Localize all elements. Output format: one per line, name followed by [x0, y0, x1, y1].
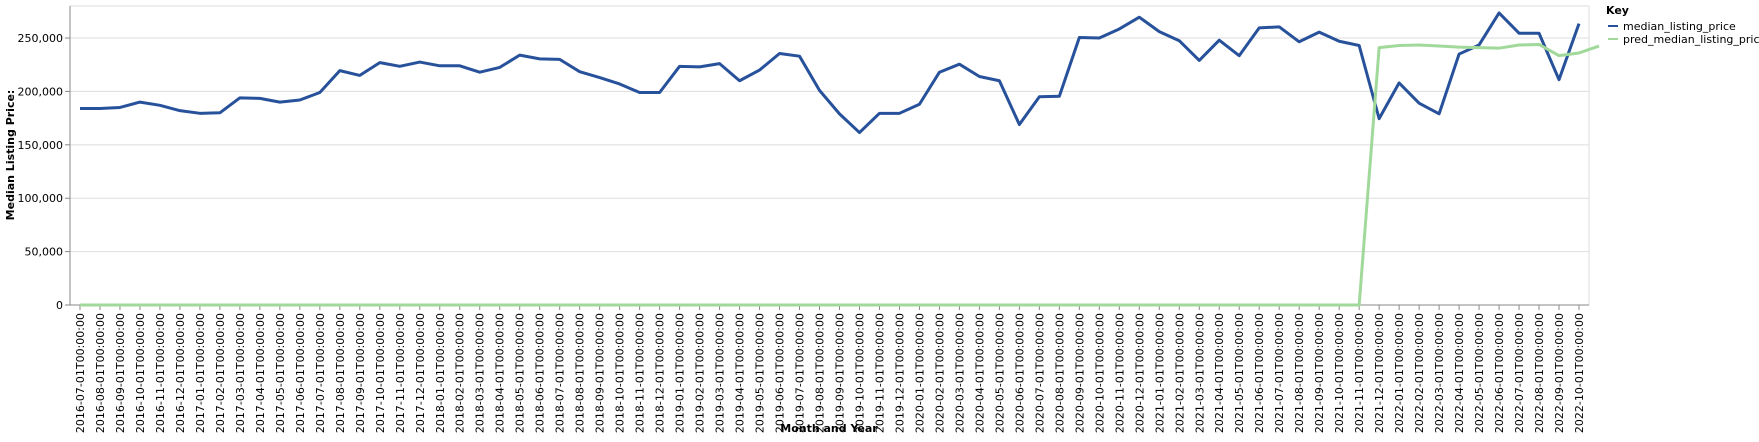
x-tick-label: 2021-03-01T00:00:00 — [1193, 313, 1206, 433]
x-tick-label: 2019-05-01T00:00:00 — [754, 313, 767, 433]
x-tick-label: 2018-12-01T00:00:00 — [654, 313, 667, 433]
x-tick-label: 2022-07-01T00:00:00 — [1513, 313, 1526, 433]
x-tick-label: 2018-08-01T00:00:00 — [574, 313, 587, 433]
x-tick-label: 2022-06-01T00:00:00 — [1493, 313, 1506, 433]
x-tick-label: 2016-09-01T00:00:00 — [114, 313, 127, 433]
x-tick-label: 2021-04-01T00:00:00 — [1213, 313, 1226, 433]
x-tick-label: 2017-04-01T00:00:00 — [254, 313, 267, 433]
x-tick-label: 2018-09-01T00:00:00 — [594, 313, 607, 433]
x-tick-label: 2019-09-01T00:00:00 — [833, 313, 846, 433]
x-tick-label: 2019-10-01T00:00:00 — [853, 313, 866, 433]
x-tick-label: 2021-11-01T00:00:00 — [1353, 313, 1366, 433]
x-tick-label: 2022-09-01T00:00:00 — [1553, 313, 1566, 433]
x-tick-label: 2018-02-01T00:00:00 — [454, 313, 467, 433]
x-tick-label: 2017-03-01T00:00:00 — [234, 313, 247, 433]
x-tick-label: 2021-01-01T00:00:00 — [1153, 313, 1166, 433]
x-tick-label: 2017-09-01T00:00:00 — [354, 313, 367, 433]
y-tick-label: 250,000 — [18, 32, 64, 45]
x-tick-label: 2022-08-01T00:00:00 — [1533, 313, 1546, 433]
x-tick-label: 2022-05-01T00:00:00 — [1473, 313, 1486, 433]
legend-title: Key — [1606, 4, 1629, 17]
x-tick-label: 2021-02-01T00:00:00 — [1173, 313, 1186, 433]
x-tick-label: 2022-03-01T00:00:00 — [1433, 313, 1446, 433]
x-tick-label: 2022-02-01T00:00:00 — [1413, 313, 1426, 433]
x-tick-label: 2020-08-01T00:00:00 — [1053, 313, 1066, 433]
x-tick-label: 2021-10-01T00:00:00 — [1333, 313, 1346, 433]
x-tick-label: 2020-02-01T00:00:00 — [933, 313, 946, 433]
x-tick-label: 2018-03-01T00:00:00 — [474, 313, 487, 433]
x-tick-label: 2018-01-01T00:00:00 — [434, 313, 447, 433]
x-tick-label: 2021-12-01T00:00:00 — [1373, 313, 1386, 433]
x-tick-label: 2016-07-01T00:00:00 — [74, 313, 87, 433]
x-tick-label: 2017-10-01T00:00:00 — [374, 313, 387, 433]
x-tick-label: 2022-01-01T00:00:00 — [1393, 313, 1406, 433]
x-tick-label: 2019-03-01T00:00:00 — [714, 313, 727, 433]
x-tick-label: 2020-04-01T00:00:00 — [973, 313, 986, 433]
x-tick-label: 2017-07-01T00:00:00 — [314, 313, 327, 433]
y-tick-label: 200,000 — [18, 85, 64, 98]
x-axis-title: Month and Year — [780, 422, 878, 435]
x-tick-label: 2022-10-01T00:00:00 — [1573, 313, 1586, 433]
x-tick-label: 2017-05-01T00:00:00 — [274, 313, 287, 433]
legend-label: pred_median_listing_price — [1623, 33, 1759, 46]
x-tick-label: 2020-05-01T00:00:00 — [993, 313, 1006, 433]
x-tick-label: 2019-06-01T00:00:00 — [774, 313, 787, 433]
x-tick-label: 2018-07-01T00:00:00 — [554, 313, 567, 433]
y-tick-label: 100,000 — [18, 192, 64, 205]
x-tick-label: 2017-11-01T00:00:00 — [394, 313, 407, 433]
x-tick-label: 2022-04-01T00:00:00 — [1453, 313, 1466, 433]
x-tick-label: 2016-11-01T00:00:00 — [154, 313, 167, 433]
x-tick-label: 2020-06-01T00:00:00 — [1013, 313, 1026, 433]
x-tick-label: 2019-01-01T00:00:00 — [674, 313, 687, 433]
x-tick-label: 2020-01-01T00:00:00 — [913, 313, 926, 433]
x-tick-label: 2021-06-01T00:00:00 — [1253, 313, 1266, 433]
x-tick-label: 2017-01-01T00:00:00 — [194, 313, 207, 433]
x-tick-label: 2019-04-01T00:00:00 — [734, 313, 747, 433]
x-tick-label: 2018-04-01T00:00:00 — [494, 313, 507, 433]
series-line — [79, 42, 1600, 307]
x-tick-label: 2021-05-01T00:00:00 — [1233, 313, 1246, 433]
x-tick-label: 2019-02-01T00:00:00 — [694, 313, 707, 433]
legend-label: median_listing_price — [1623, 20, 1736, 33]
x-tick-label: 2017-08-01T00:00:00 — [334, 313, 347, 433]
y-tick-label: 50,000 — [25, 246, 64, 259]
x-tick-label: 2020-12-01T00:00:00 — [1133, 313, 1146, 433]
x-tick-label: 2020-10-01T00:00:00 — [1093, 313, 1106, 433]
y-tick-label: 0 — [56, 299, 63, 312]
x-tick-label: 2018-05-01T00:00:00 — [514, 313, 527, 433]
x-tick-label: 2021-08-01T00:00:00 — [1293, 313, 1306, 433]
x-tick-label: 2020-11-01T00:00:00 — [1113, 313, 1126, 433]
y-tick-label: 150,000 — [18, 139, 64, 152]
x-tick-label: 2016-08-01T00:00:00 — [94, 313, 107, 433]
x-tick-label: 2019-07-01T00:00:00 — [794, 313, 807, 433]
x-tick-label: 2020-09-01T00:00:00 — [1073, 313, 1086, 433]
x-tick-label: 2016-10-01T00:00:00 — [134, 313, 147, 433]
y-axis-title: Median Listing Price: — [4, 90, 17, 221]
x-tick-label: 2018-10-01T00:00:00 — [614, 313, 627, 433]
x-tick-label: 2019-08-01T00:00:00 — [814, 313, 827, 433]
x-tick-label: 2019-12-01T00:00:00 — [893, 313, 906, 433]
x-tick-label: 2018-06-01T00:00:00 — [534, 313, 547, 433]
x-tick-label: 2021-09-01T00:00:00 — [1313, 313, 1326, 433]
x-tick-label: 2017-02-01T00:00:00 — [214, 313, 227, 433]
x-tick-label: 2020-03-01T00:00:00 — [953, 313, 966, 433]
x-tick-label: 2016-12-01T00:00:00 — [174, 313, 187, 433]
series-line — [79, 11, 1581, 135]
x-tick-label: 2019-11-01T00:00:00 — [873, 313, 886, 433]
x-tick-label: 2021-07-01T00:00:00 — [1273, 313, 1286, 433]
x-tick-label: 2017-12-01T00:00:00 — [414, 313, 427, 433]
x-tick-label: 2017-06-01T00:00:00 — [294, 313, 307, 433]
x-tick-label: 2018-11-01T00:00:00 — [634, 313, 647, 433]
x-tick-label: 2020-07-01T00:00:00 — [1033, 313, 1046, 433]
